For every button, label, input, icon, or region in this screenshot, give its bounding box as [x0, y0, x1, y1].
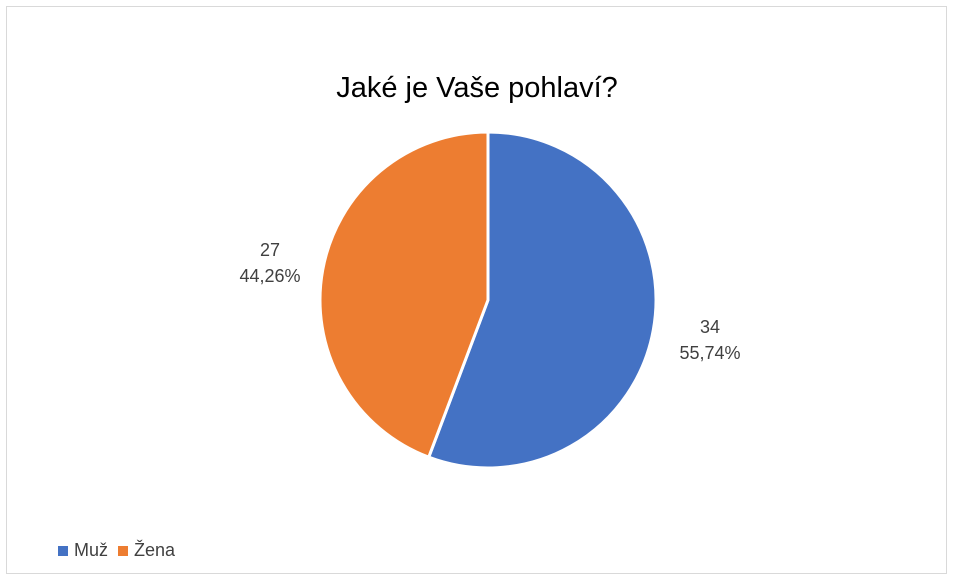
legend-swatch-zena — [118, 545, 129, 556]
legend-label-zena: Žena — [134, 540, 176, 560]
legend-item-muz[interactable]: Muž — [58, 540, 108, 561]
legend-swatch-muz — [58, 545, 68, 556]
data-label-zena: 27 44,26% — [225, 237, 315, 289]
data-label-muz: 34 55,74% — [665, 314, 755, 366]
legend-label-muz: Muž — [74, 540, 109, 560]
data-label-zena-value: 27 — [259, 240, 281, 260]
chart-title: Jaké je Vaše pohlaví? — [336, 72, 618, 104]
data-label-muz-percent: 55,74% — [679, 343, 741, 363]
pie-slice-zena[interactable] — [318, 130, 490, 459]
legend-item-zena[interactable]: Žena — [118, 540, 175, 561]
legend: Muž Žena — [58, 540, 185, 561]
data-label-muz-value: 34 — [699, 317, 721, 337]
data-label-zena-percent: 44,26% — [239, 266, 301, 286]
pie-slice-muz[interactable] — [427, 130, 658, 470]
